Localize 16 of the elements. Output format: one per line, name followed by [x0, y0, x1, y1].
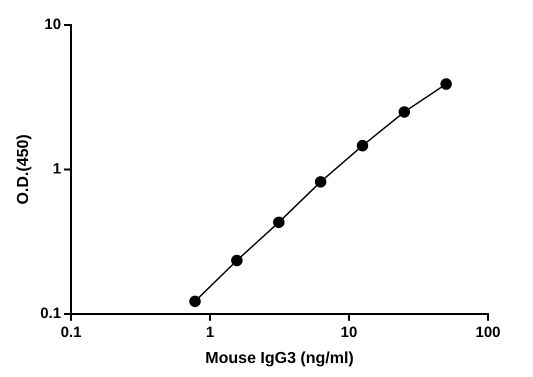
- point: [356, 140, 368, 152]
- point: [398, 106, 410, 118]
- x-tick-label: 10: [340, 324, 358, 341]
- x-tick-label: 100: [475, 324, 501, 341]
- y-axis-title: O.D.(450): [15, 134, 32, 205]
- y-tick-label: 1: [52, 160, 62, 178]
- point: [440, 78, 452, 90]
- point: [273, 216, 285, 228]
- y-tick-label: 10: [44, 16, 62, 34]
- x-tick-label: 1: [206, 324, 214, 341]
- x-axis-title: Mouse IgG3 (ng/ml): [205, 350, 354, 367]
- point: [231, 254, 243, 266]
- point: [314, 176, 326, 188]
- x-tick-label: 0.1: [60, 324, 82, 341]
- point: [189, 296, 201, 308]
- y-tick-label: 0.1: [40, 304, 62, 322]
